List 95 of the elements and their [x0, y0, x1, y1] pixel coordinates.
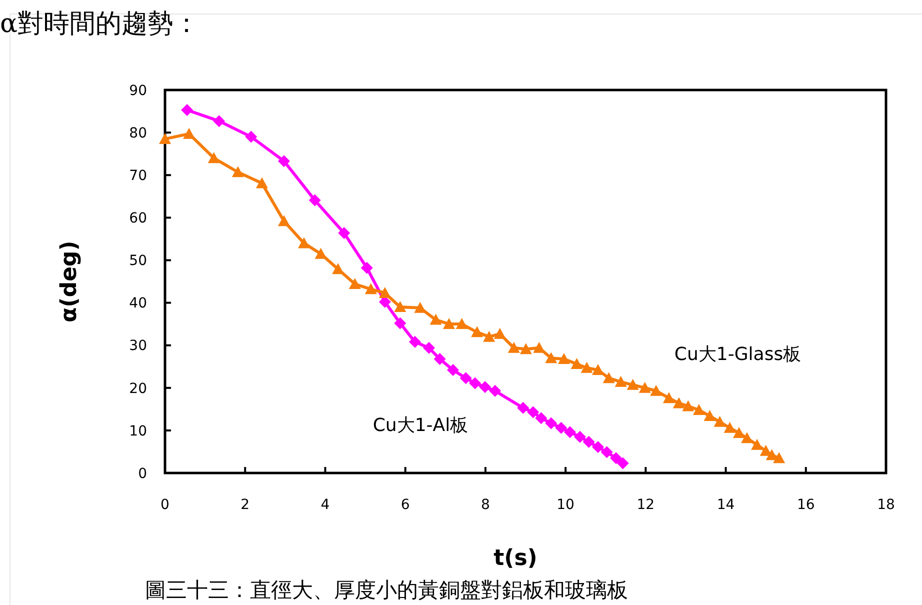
point [256, 177, 268, 188]
point [527, 406, 540, 418]
point [610, 452, 622, 464]
x-tick-label: 16 [796, 497, 815, 513]
point [638, 382, 651, 393]
point [278, 215, 290, 226]
point [447, 364, 459, 376]
x-tick-label: 14 [716, 497, 735, 513]
point [364, 283, 377, 294]
point [489, 384, 502, 397]
point [434, 352, 446, 365]
point [592, 441, 604, 454]
point [159, 132, 171, 144]
point [422, 342, 435, 354]
point [378, 286, 391, 298]
point [555, 422, 568, 434]
point [471, 326, 484, 338]
point [582, 436, 595, 448]
point [751, 438, 764, 450]
text: 圖三十三：直徑大、厚度小的黃銅盤對鋁板和玻璃板 [145, 578, 628, 602]
x-axis-title: t(s) [494, 546, 538, 571]
point [245, 130, 258, 143]
point [208, 152, 220, 164]
series-label: Cu大1-Glass板 [674, 344, 802, 365]
point [626, 378, 639, 390]
point [232, 166, 244, 178]
point [408, 336, 421, 348]
x-tick-label: 4 [320, 497, 330, 513]
point [592, 364, 604, 376]
y-tick-label: 60 [129, 210, 147, 227]
point [278, 155, 290, 168]
y-tick-label: 70 [129, 168, 147, 184]
point [479, 381, 492, 394]
y-tick-label: 20 [129, 380, 147, 397]
point [662, 392, 675, 404]
point [430, 314, 442, 325]
point [545, 417, 558, 430]
point [348, 278, 361, 290]
series-label: Cu大1-Al板 [372, 414, 468, 436]
point [517, 402, 530, 414]
point [714, 416, 726, 427]
point [692, 404, 705, 416]
point [308, 194, 321, 206]
y-tick-label: 0 [138, 466, 147, 482]
point [494, 328, 506, 339]
point [773, 452, 786, 464]
point [298, 237, 310, 248]
point [469, 377, 482, 390]
point [360, 262, 373, 274]
point [704, 410, 716, 421]
y-axis-title: α(deg) [57, 240, 82, 322]
x-tick-label: 10 [556, 497, 574, 513]
x-tick-label: 12 [636, 497, 655, 513]
y-tick-label: 40 [129, 296, 147, 312]
point [456, 318, 468, 330]
chart-title: α對時間的趨勢： [0, 9, 200, 39]
point [394, 301, 406, 312]
point [394, 317, 406, 330]
point [545, 352, 558, 364]
point [558, 352, 570, 364]
point [602, 372, 615, 384]
point [442, 318, 455, 330]
point [650, 384, 662, 396]
point [460, 372, 472, 384]
point [508, 342, 520, 353]
point [213, 115, 226, 128]
y-tick-label: 80 [129, 125, 147, 142]
point [724, 422, 736, 433]
x-tick-label: 6 [400, 497, 410, 513]
point [314, 248, 327, 259]
point [483, 330, 496, 342]
point [616, 457, 629, 470]
point [564, 426, 576, 438]
point [741, 432, 754, 444]
point [672, 397, 685, 408]
x-tick-label: 18 [877, 497, 895, 513]
point [574, 430, 586, 443]
y-tick-label: 10 [129, 423, 147, 440]
point [535, 412, 548, 424]
y-tick-label: 50 [129, 253, 147, 270]
point [732, 427, 745, 438]
point [181, 104, 194, 116]
point [570, 358, 583, 370]
point [580, 362, 593, 373]
x-tick-label: 2 [240, 497, 250, 513]
point [338, 226, 350, 239]
point [614, 376, 627, 387]
y-tick-label: 90 [129, 82, 147, 99]
x-tick-label: 8 [480, 497, 490, 513]
y-tick-label: 30 [129, 338, 147, 354]
point [520, 343, 532, 354]
point [183, 128, 196, 139]
point [682, 400, 694, 412]
x-tick-label: 0 [160, 497, 170, 513]
point [600, 446, 613, 458]
